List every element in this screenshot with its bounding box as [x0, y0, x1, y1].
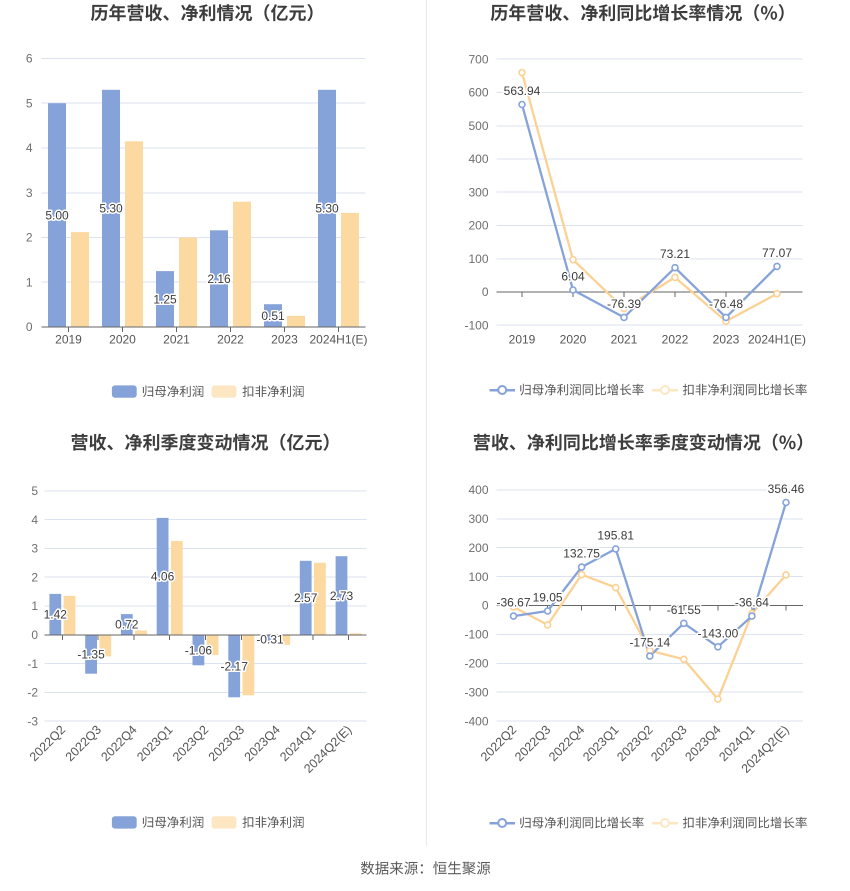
svg-text:0.51: 0.51 — [261, 309, 285, 323]
svg-text:2022: 2022 — [662, 333, 689, 347]
svg-text:0: 0 — [482, 599, 489, 613]
svg-text:4.06: 4.06 — [151, 570, 175, 584]
svg-text:-1.06: -1.06 — [185, 643, 213, 657]
svg-text:2023: 2023 — [713, 333, 740, 347]
svg-text:563.94: 563.94 — [504, 84, 541, 98]
svg-text:0: 0 — [26, 320, 33, 334]
svg-text:-61.55: -61.55 — [667, 603, 701, 617]
svg-text:3: 3 — [26, 186, 33, 200]
svg-text:132.75: 132.75 — [563, 547, 600, 561]
svg-text:2020: 2020 — [109, 333, 136, 347]
svg-text:5.00: 5.00 — [45, 208, 69, 222]
svg-text:-36.64: -36.64 — [735, 596, 769, 610]
svg-text:4: 4 — [31, 513, 38, 527]
svg-text:-1.35: -1.35 — [77, 648, 105, 662]
svg-text:3: 3 — [31, 542, 38, 556]
svg-text:-200: -200 — [464, 657, 488, 671]
svg-text:4: 4 — [26, 141, 33, 155]
svg-text:-76.48: -76.48 — [709, 297, 743, 311]
svg-text:1.42: 1.42 — [44, 608, 68, 622]
svg-text:-100: -100 — [464, 628, 488, 642]
svg-text:-36.67: -36.67 — [496, 596, 530, 610]
svg-text:5.30: 5.30 — [99, 202, 123, 216]
svg-text:-1: -1 — [27, 657, 38, 671]
svg-text:2.16: 2.16 — [207, 272, 231, 286]
svg-text:0: 0 — [482, 285, 489, 299]
svg-text:2.57: 2.57 — [294, 591, 318, 605]
svg-text:700: 700 — [468, 53, 488, 67]
svg-text:1: 1 — [26, 275, 33, 289]
svg-text:77.07: 77.07 — [762, 246, 792, 260]
svg-text:100: 100 — [468, 570, 488, 584]
svg-text:600: 600 — [468, 86, 488, 100]
svg-text:2020: 2020 — [560, 333, 587, 347]
svg-text:19.05: 19.05 — [533, 591, 563, 605]
svg-text:6.04: 6.04 — [561, 270, 585, 284]
svg-text:-175.14: -175.14 — [629, 636, 670, 650]
svg-text:400: 400 — [468, 152, 488, 166]
svg-text:-2: -2 — [27, 686, 38, 700]
svg-text:2: 2 — [26, 231, 33, 245]
svg-text:100: 100 — [468, 252, 488, 266]
svg-text:1.25: 1.25 — [153, 292, 177, 306]
svg-text:2.73: 2.73 — [330, 589, 354, 603]
svg-text:2024H1(E): 2024H1(E) — [309, 333, 367, 347]
svg-text:400: 400 — [468, 483, 488, 497]
svg-text:5: 5 — [31, 484, 38, 498]
svg-text:6: 6 — [26, 52, 33, 66]
svg-text:-2.17: -2.17 — [221, 659, 249, 673]
svg-text:2019: 2019 — [509, 333, 536, 347]
svg-text:0.72: 0.72 — [115, 618, 139, 632]
svg-text:5.30: 5.30 — [315, 202, 339, 216]
svg-text:300: 300 — [468, 512, 488, 526]
svg-text:-400: -400 — [464, 714, 488, 728]
svg-text:1: 1 — [31, 599, 38, 613]
svg-text:2022: 2022 — [217, 333, 244, 347]
svg-text:73.21: 73.21 — [660, 247, 690, 261]
svg-text:-300: -300 — [464, 685, 488, 699]
svg-text:2024H1(E): 2024H1(E) — [748, 333, 806, 347]
svg-text:500: 500 — [468, 119, 488, 133]
svg-text:-143.00: -143.00 — [698, 626, 739, 640]
svg-text:2: 2 — [31, 570, 38, 584]
svg-text:-3: -3 — [27, 714, 38, 728]
svg-text:200: 200 — [468, 541, 488, 555]
svg-text:200: 200 — [468, 219, 488, 233]
svg-text:2019: 2019 — [55, 333, 82, 347]
svg-text:2021: 2021 — [611, 333, 638, 347]
svg-text:-76.39: -76.39 — [607, 297, 641, 311]
svg-text:0: 0 — [31, 628, 38, 642]
svg-text:2023: 2023 — [271, 333, 298, 347]
svg-text:5: 5 — [26, 97, 33, 111]
svg-text:-0.31: -0.31 — [256, 633, 284, 647]
svg-text:356.46: 356.46 — [768, 482, 805, 496]
svg-text:2021: 2021 — [163, 333, 190, 347]
svg-text:195.81: 195.81 — [597, 528, 634, 542]
svg-text:-100: -100 — [464, 318, 488, 332]
svg-text:300: 300 — [468, 185, 488, 199]
